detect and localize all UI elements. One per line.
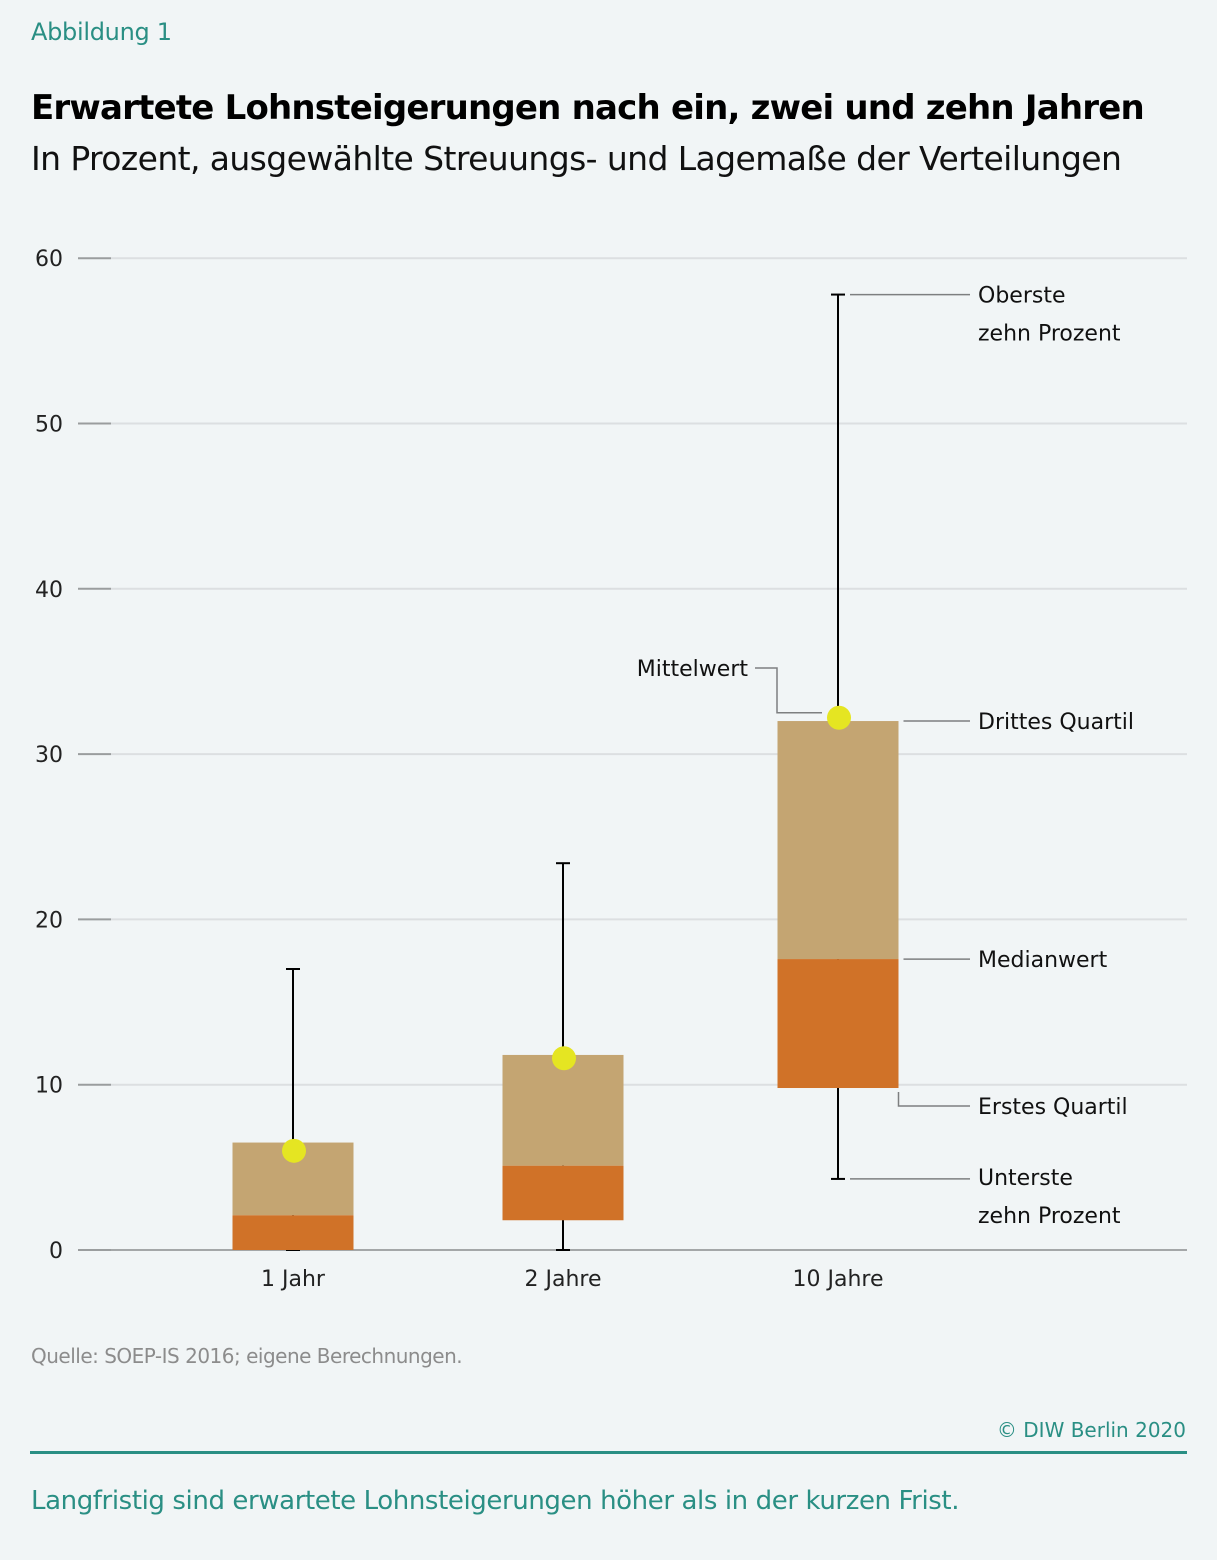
annotation-mittelwert: Mittelwert	[637, 657, 749, 682]
x-category-label: 2 Jahre	[525, 1267, 602, 1292]
box-lower-1	[232, 1215, 354, 1250]
y-tick-label: 30	[35, 743, 63, 768]
x-category-label: 10 Jahre	[793, 1267, 884, 1292]
box-lower-3	[777, 959, 899, 1089]
box-lower-2	[502, 1165, 624, 1221]
annotation-unterste-zehn-prozent: zehn Prozent	[978, 1204, 1121, 1229]
leader-line	[897, 1092, 970, 1107]
leader-line	[755, 667, 822, 714]
figure-caption: Langfristig sind erwartete Lohnsteigerun…	[31, 1486, 960, 1516]
y-tick-label: 60	[35, 247, 63, 272]
annotation-drittes-quartil: Drittes Quartil	[978, 710, 1134, 735]
figure-kicker: Abbildung 1	[31, 18, 172, 46]
x-category-label: 1 Jahr	[261, 1267, 326, 1292]
annotation-medianwert: Medianwert	[978, 948, 1108, 973]
boxplot-chart: 0 10 20 30 40 50 60 1 Jahr 2 Jahre 10 Jahre Oberst…	[35, 247, 1187, 1292]
y-tick-label: 10	[35, 1074, 63, 1099]
source-note: Quelle: SOEP-IS 2016; eigene Berechnunge…	[31, 1344, 463, 1368]
box-upper-2	[502, 1054, 624, 1166]
y-tick-label: 50	[35, 413, 63, 438]
box-upper-3	[777, 721, 899, 960]
mean-dot	[552, 1046, 576, 1071]
mean-dot	[282, 1138, 306, 1163]
annotation-unterste-zehn-prozent: Unterste	[978, 1166, 1073, 1191]
annotation-oberste-zehn-prozent: zehn Prozent	[978, 322, 1121, 347]
annotation-oberste-zehn-prozent: Oberste	[978, 284, 1065, 309]
chart-title: Erwartete Lohnsteigerungen nach ein, zwe…	[31, 88, 1145, 128]
chart-subtitle: In Prozent, ausgewählte Streuungs- und L…	[31, 139, 1122, 178]
y-tick-label: 0	[49, 1239, 63, 1264]
mean-dot	[827, 705, 851, 730]
footer-divider	[30, 1451, 1187, 1454]
y-tick-label: 40	[35, 578, 63, 603]
y-tick-label: 20	[35, 908, 63, 933]
annotation-erstes-quartil: Erstes Quartil	[978, 1095, 1128, 1120]
copyright: © DIW Berlin 2020	[996, 1418, 1186, 1442]
